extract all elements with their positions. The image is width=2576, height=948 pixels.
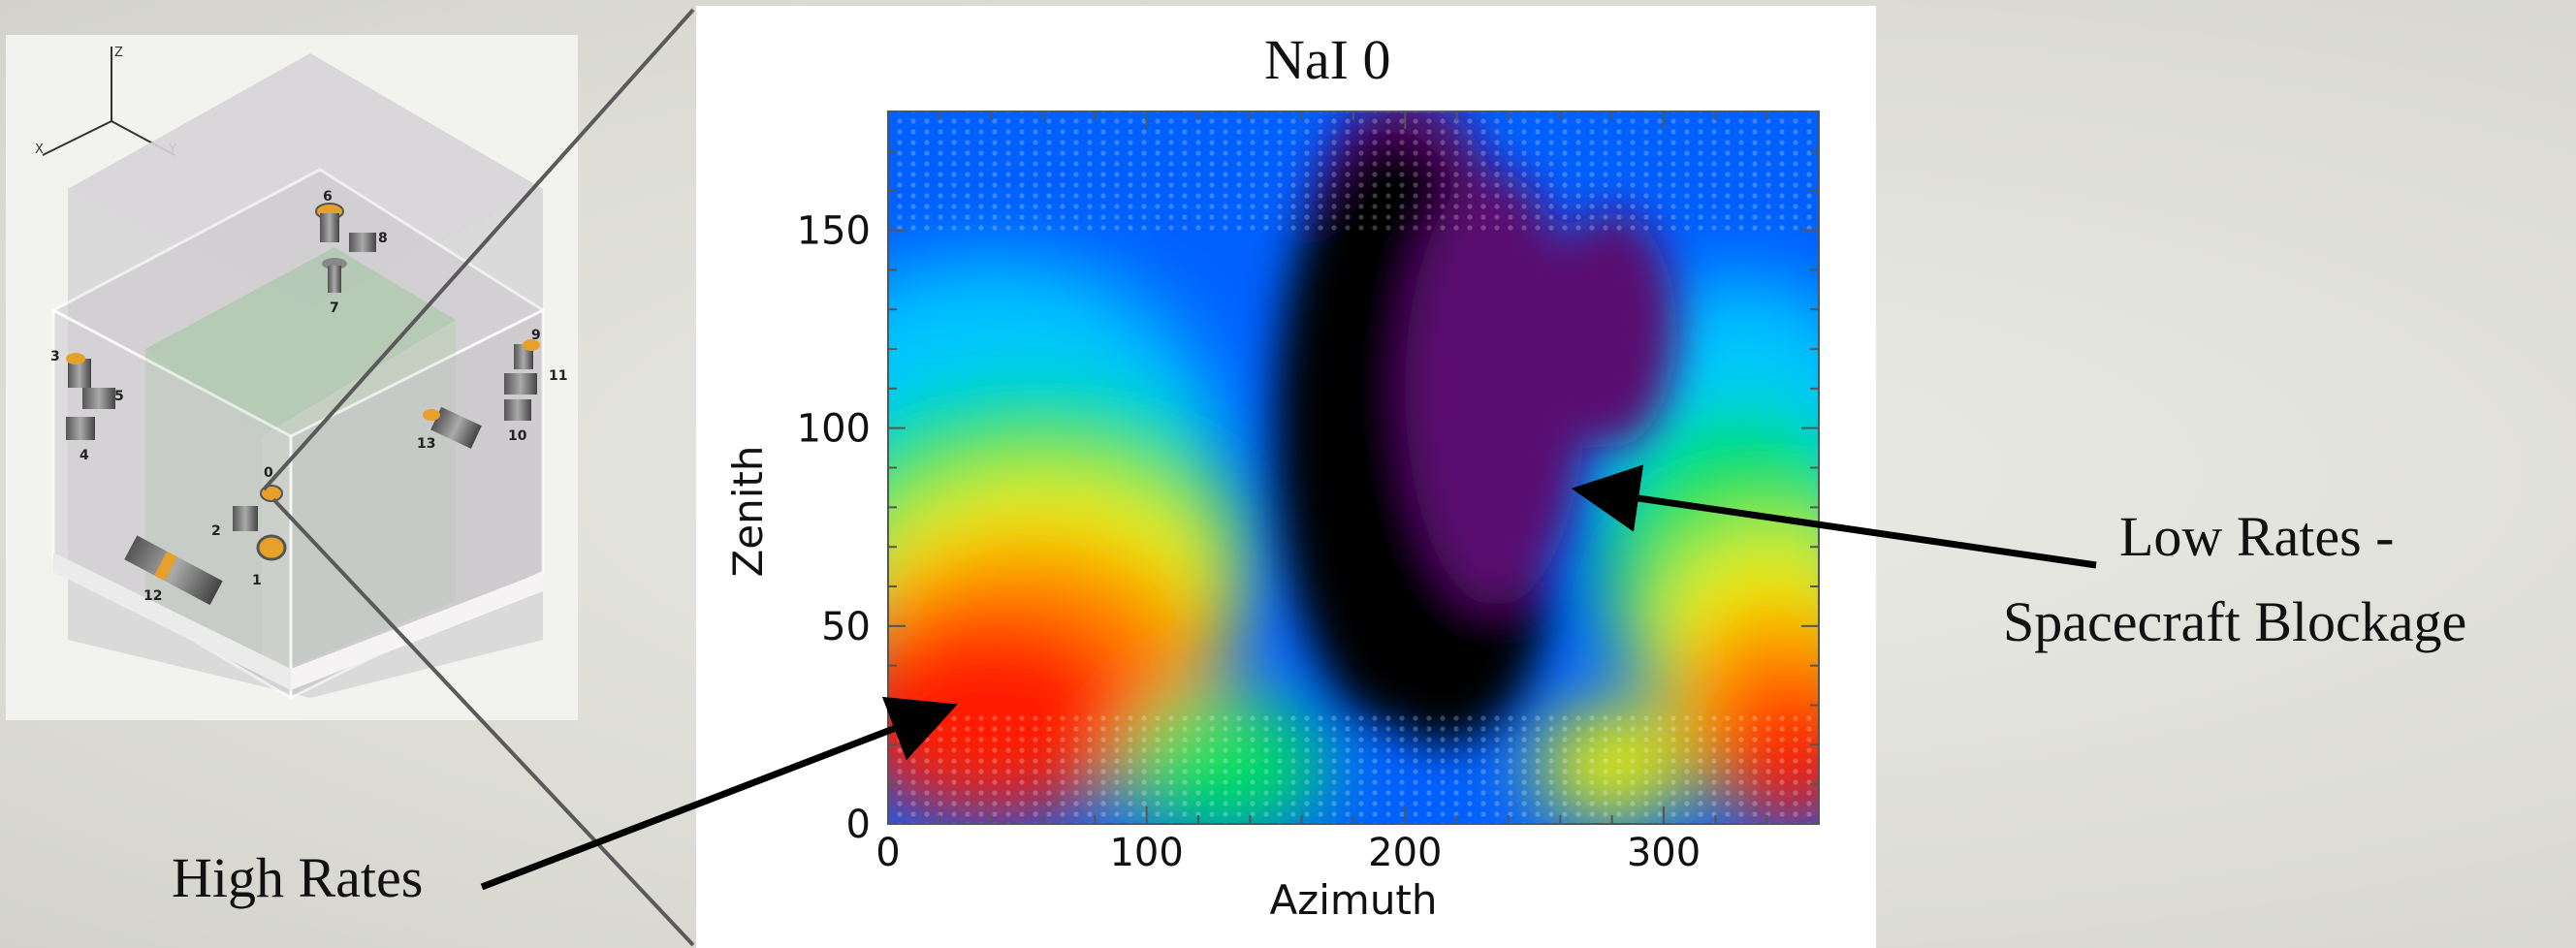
detector-label-13: 13 bbox=[417, 436, 435, 452]
detector-label-7: 7 bbox=[330, 300, 339, 316]
axis-ticks bbox=[887, 111, 1820, 825]
chart-title: NaI 0 bbox=[1264, 28, 1391, 91]
high-rates-arrow bbox=[480, 696, 958, 891]
high-rates-label: High Rates bbox=[172, 846, 424, 909]
y-axis-label: Zenith bbox=[724, 446, 772, 578]
x-tick-label-300: 300 bbox=[1627, 831, 1701, 875]
detector-label-4: 4 bbox=[80, 448, 89, 463]
axis-label-x: X bbox=[35, 142, 44, 157]
detector-label-2: 2 bbox=[211, 523, 221, 539]
detector-units bbox=[66, 203, 540, 606]
zoom-line-top bbox=[262, 8, 695, 491]
detector-label-5: 5 bbox=[114, 389, 124, 404]
detector-label-6: 6 bbox=[323, 189, 333, 205]
low-rates-label: Low Rates - bbox=[2119, 505, 2395, 568]
y-tick-label-100: 100 bbox=[797, 407, 871, 452]
blockage-region-4 bbox=[1547, 210, 1677, 449]
blockage-region-3 bbox=[1405, 171, 1586, 607]
heatmap-sampling-dots-top bbox=[888, 111, 1819, 231]
axis-tick-labels: 0 100 200 300 0 50 100 150 bbox=[797, 209, 1701, 876]
detector-label-12: 12 bbox=[143, 588, 162, 604]
x-axis-label: Azimuth bbox=[1269, 876, 1437, 924]
heatmap-sampling-dots-bottom bbox=[888, 712, 1819, 824]
detector-label-1: 1 bbox=[252, 573, 262, 588]
x-tick-label-100: 100 bbox=[1109, 831, 1183, 875]
spacecraft-body bbox=[49, 53, 547, 701]
detector-label-11: 11 bbox=[549, 368, 567, 384]
detector-label-10: 10 bbox=[508, 428, 527, 444]
y-tick-label-50: 50 bbox=[821, 605, 871, 649]
detector-label-3: 3 bbox=[50, 349, 60, 364]
axis-label-z: Z bbox=[114, 46, 123, 60]
low-rates-arrow bbox=[1571, 464, 2097, 569]
detector-label-8: 8 bbox=[378, 231, 388, 246]
zoom-line-bottom bbox=[271, 497, 695, 947]
detector-label-9: 9 bbox=[531, 328, 541, 343]
detector-diagram: Z X Y bbox=[6, 35, 578, 720]
detector-label-0: 0 bbox=[264, 465, 273, 481]
heatmap-blockage-field bbox=[1276, 111, 1677, 745]
spacecraft-blockage-label: Spacecraft Blockage bbox=[2003, 590, 2467, 653]
x-tick-label-200: 200 bbox=[1368, 831, 1442, 875]
x-tick-label-0: 0 bbox=[875, 831, 900, 875]
heatmap-plot bbox=[888, 111, 1819, 824]
detector-number-labels: 0 1 2 3 4 5 6 7 8 9 10 11 12 13 bbox=[50, 189, 567, 604]
y-tick-label-150: 150 bbox=[797, 209, 871, 254]
y-tick-label-0: 0 bbox=[846, 803, 871, 847]
